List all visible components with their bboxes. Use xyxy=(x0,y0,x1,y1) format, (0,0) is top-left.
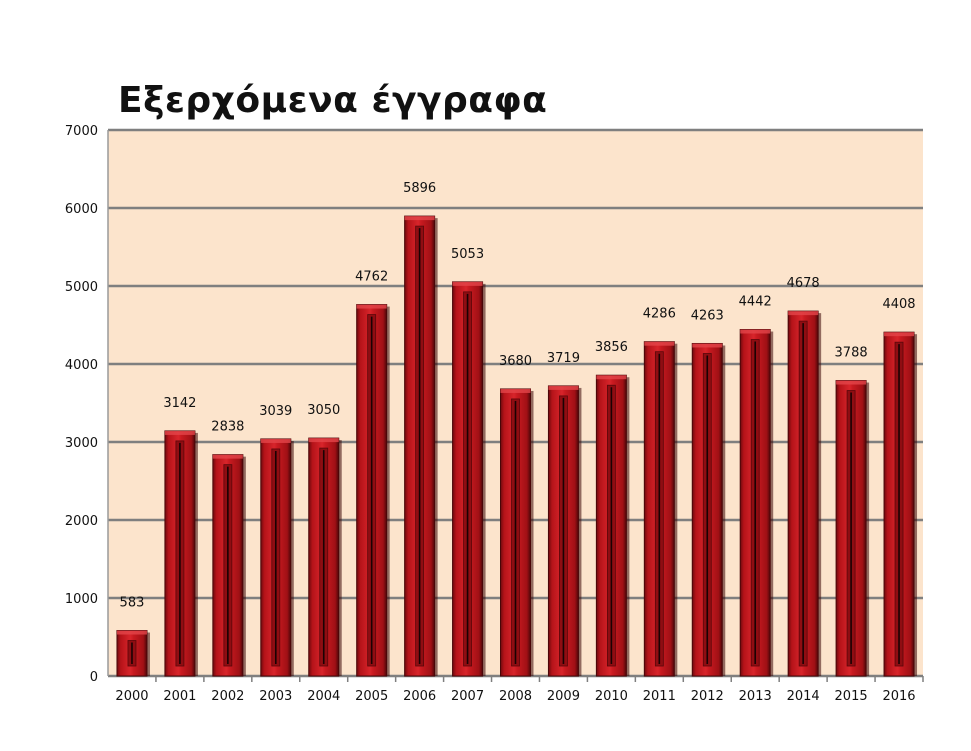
bars xyxy=(116,215,918,677)
bar xyxy=(739,329,774,677)
x-tick-label: 2006 xyxy=(403,689,436,704)
x-tick-label: 2015 xyxy=(835,689,868,704)
y-tick-label: 5000 xyxy=(65,280,98,295)
data-label: 4762 xyxy=(355,270,388,285)
bar xyxy=(116,630,150,677)
x-tick-label: 2005 xyxy=(355,689,388,704)
data-label: 4263 xyxy=(691,308,724,323)
data-label: 3788 xyxy=(835,346,868,361)
y-tick-label: 6000 xyxy=(65,202,98,217)
x-tick-label: 2013 xyxy=(739,689,772,704)
data-label: 3039 xyxy=(259,404,292,419)
bar xyxy=(212,454,246,677)
bar xyxy=(356,304,390,677)
data-label: 3142 xyxy=(163,396,196,411)
bar xyxy=(835,380,870,677)
bar xyxy=(260,438,294,677)
y-tick-label: 7000 xyxy=(65,124,98,139)
data-label: 3050 xyxy=(307,403,340,418)
data-labels: 583 3142 2838 3039 3050 4762 5896 5053 3680 3719 3… xyxy=(120,181,916,610)
x-tick-label: 2003 xyxy=(259,689,292,704)
x-tick-label: 2010 xyxy=(595,689,628,704)
bar xyxy=(595,374,630,677)
data-label: 4442 xyxy=(739,295,772,310)
y-tick-label: 1000 xyxy=(65,592,98,607)
data-label: 3719 xyxy=(547,351,580,366)
bar xyxy=(691,342,726,677)
x-tick-label: 2004 xyxy=(307,689,340,704)
y-tick-label: 4000 xyxy=(65,358,98,373)
x-tick-label: 2014 xyxy=(787,689,820,704)
bar xyxy=(500,388,534,677)
data-label: 5053 xyxy=(451,247,484,262)
y-tick-label: 3000 xyxy=(65,436,98,451)
x-tick-label: 2008 xyxy=(499,689,532,704)
bar xyxy=(164,430,198,677)
bar xyxy=(452,281,486,677)
x-tick-label: 2012 xyxy=(691,689,724,704)
x-tick-label: 2000 xyxy=(115,689,148,704)
x-tick-label: 2007 xyxy=(451,689,484,704)
bar xyxy=(547,385,582,677)
bar xyxy=(883,331,918,677)
data-label: 4678 xyxy=(787,276,820,291)
x-axis-ticks: 2000 2001 2002 2003 2004 2005 2006 2007 2008 2009… xyxy=(115,676,924,704)
data-label: 3680 xyxy=(499,354,532,369)
x-tick-label: 2009 xyxy=(547,689,580,704)
bar xyxy=(643,341,678,677)
x-tick-label: 2002 xyxy=(211,689,244,704)
bar xyxy=(787,310,822,677)
bar xyxy=(308,437,342,677)
y-axis-ticks: 0 1000 2000 3000 4000 5000 6000 7000 xyxy=(65,124,98,685)
bar xyxy=(404,215,438,677)
x-tick-label: 2011 xyxy=(643,689,676,704)
y-tick-label: 0 xyxy=(90,670,98,685)
y-tick-label: 2000 xyxy=(65,514,98,529)
x-tick-label: 2001 xyxy=(163,689,196,704)
data-label: 3856 xyxy=(595,340,628,355)
data-label: 4408 xyxy=(882,297,915,312)
x-tick-label: 2016 xyxy=(882,689,915,704)
data-label: 583 xyxy=(120,596,145,611)
data-label: 4286 xyxy=(643,307,676,322)
data-label: 2838 xyxy=(211,420,244,435)
chart-title: Εξερχόμενα έγγραφα xyxy=(118,80,548,121)
data-label: 5896 xyxy=(403,181,436,196)
